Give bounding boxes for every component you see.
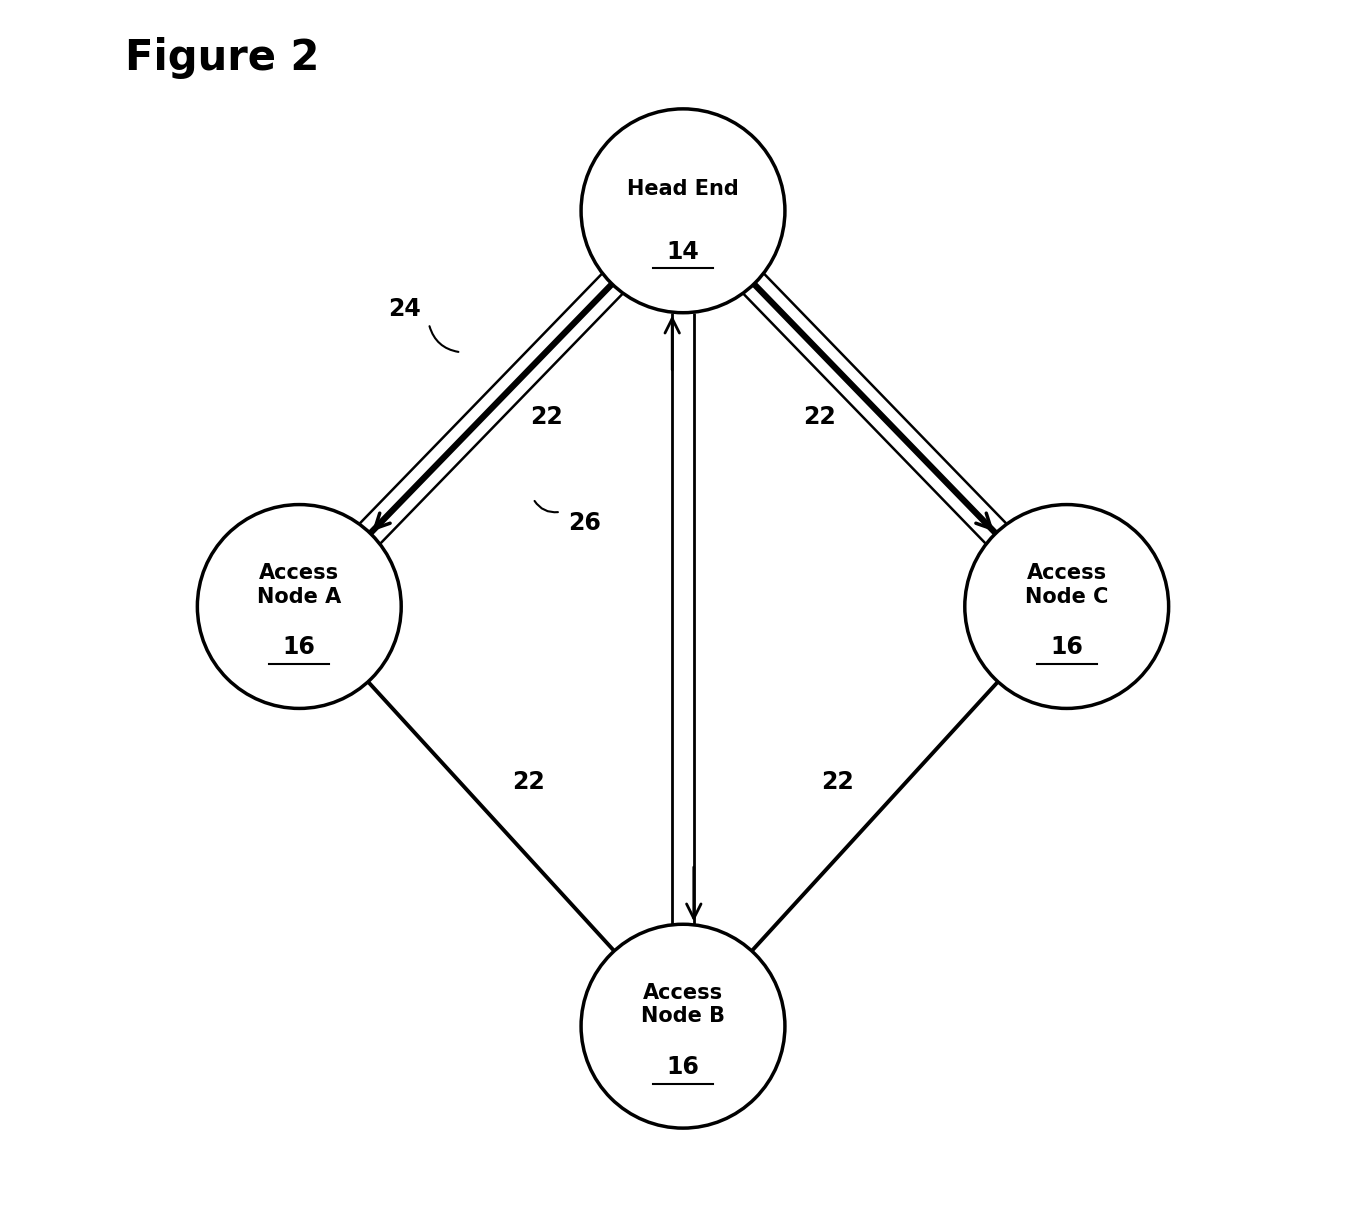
Text: Access
Node B: Access Node B: [641, 983, 725, 1026]
Text: 16: 16: [1050, 636, 1083, 660]
Text: Head End: Head End: [627, 180, 739, 199]
Circle shape: [964, 505, 1169, 708]
Text: Access
Node C: Access Node C: [1024, 563, 1108, 606]
Text: 22: 22: [530, 405, 563, 428]
Text: 26: 26: [568, 511, 601, 535]
Text: 16: 16: [283, 636, 316, 660]
Circle shape: [197, 505, 402, 708]
Text: Access
Node A: Access Node A: [257, 563, 342, 606]
Text: Figure 2: Figure 2: [126, 36, 320, 79]
Text: 22: 22: [803, 405, 836, 428]
Text: 22: 22: [821, 770, 854, 795]
Text: 24: 24: [388, 297, 421, 321]
Text: 22: 22: [512, 770, 545, 795]
Text: 14: 14: [667, 239, 699, 263]
Circle shape: [581, 924, 785, 1128]
Text: 16: 16: [667, 1055, 699, 1078]
Circle shape: [581, 109, 785, 313]
